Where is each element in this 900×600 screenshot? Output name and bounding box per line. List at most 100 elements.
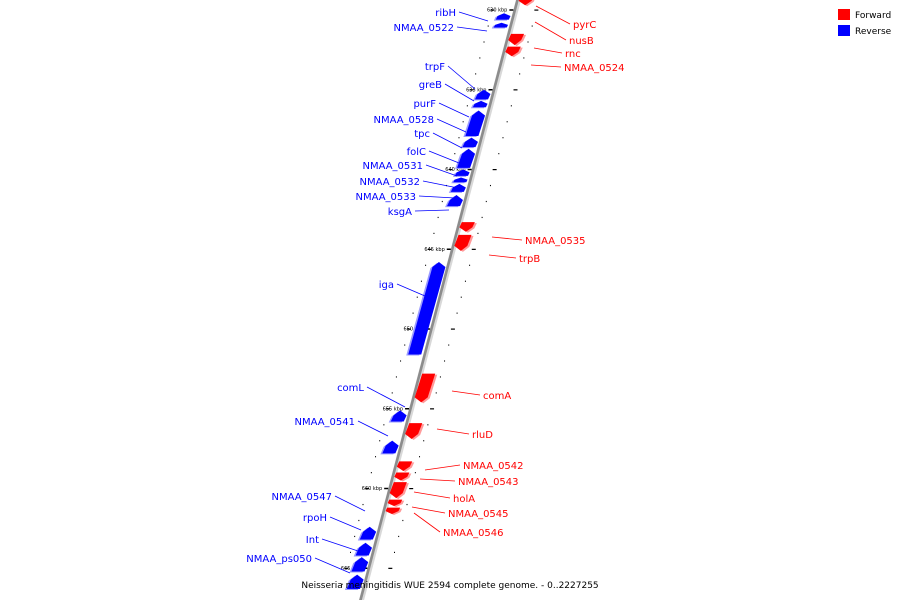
gene-trpF <box>472 89 491 101</box>
gene-rpoH <box>353 542 372 557</box>
leader-line <box>413 491 451 499</box>
gene-label: NMAA_0541 <box>294 417 355 428</box>
map-caption: Neisseria meningitidis WUE 2594 complete… <box>301 581 598 591</box>
minor-tick <box>425 264 427 266</box>
gene-label: pyrC <box>573 20 596 31</box>
leader-line <box>411 506 446 514</box>
gene-label: Int <box>306 535 319 546</box>
label-iga: iga <box>379 280 426 297</box>
label-NMAA_0547: NMAA_0547 <box>271 492 366 512</box>
leader-line <box>422 180 459 189</box>
leader-line <box>438 102 470 118</box>
label-pyrC: pyrC <box>535 5 596 31</box>
label-folC: folC <box>407 147 460 164</box>
tick-label: 660 kbp <box>362 486 382 492</box>
legend-forward-label: Forward <box>855 11 891 21</box>
label-NMAA_0532: NMAA_0532 <box>359 177 459 189</box>
gene-comA <box>414 373 438 404</box>
gene-body <box>493 22 509 28</box>
leader-line <box>357 420 389 437</box>
minor-tick <box>460 296 462 298</box>
minor-tick <box>490 9 495 11</box>
minor-tick <box>523 57 525 59</box>
minor-tick <box>406 503 408 506</box>
gene-label: NMAA_0522 <box>393 23 454 34</box>
gene-NMAA_0524 <box>505 46 523 58</box>
gene-body <box>394 472 410 481</box>
minor-tick <box>469 89 474 91</box>
axis-line <box>359 0 519 600</box>
gene-NMAA_0547 <box>357 526 377 541</box>
gene-label: rnc <box>565 49 581 60</box>
leader-line <box>414 209 450 212</box>
legend-reverse-label: Reverse <box>855 27 892 37</box>
label-NMAA_0542: NMAA_0542 <box>424 461 524 472</box>
minor-tick <box>466 105 468 107</box>
label-nusB: nusB <box>534 21 594 47</box>
minor-tick <box>439 376 441 378</box>
gene-label: tpc <box>414 129 430 140</box>
label-trpB: trpB <box>488 254 540 265</box>
gene-body <box>385 507 401 515</box>
minor-tick <box>404 344 406 346</box>
minor-tick <box>448 344 450 346</box>
gene-body <box>457 148 476 168</box>
gene-label: NMAA_0532 <box>359 177 420 188</box>
minor-tick <box>477 232 479 234</box>
gene-NMAA_0533 <box>448 183 466 193</box>
minor-tick <box>406 328 411 330</box>
gene-body <box>408 262 446 355</box>
minor-tick <box>464 280 466 282</box>
leader-line <box>428 150 460 164</box>
label-rluD: rluD <box>436 428 493 441</box>
minor-tick <box>349 551 351 553</box>
gene-body <box>462 137 478 148</box>
leader-line <box>432 132 463 149</box>
leader-line <box>366 386 406 408</box>
gene-label: NMAA_0546 <box>443 528 504 539</box>
minor-tick <box>498 153 500 155</box>
minor-tick <box>481 216 483 219</box>
gene-label: folC <box>407 147 426 158</box>
minor-tick <box>354 535 356 538</box>
label-NMAA_0531: NMAA_0531 <box>362 161 458 177</box>
minor-tick <box>427 248 432 250</box>
gene-ksgA <box>445 195 463 208</box>
leader-line <box>418 195 456 199</box>
gene-body <box>414 373 436 403</box>
tick-655: 655 kbp <box>383 406 410 412</box>
label-comA: comA <box>451 390 511 402</box>
minor-tick <box>358 519 360 522</box>
minor-tick <box>458 137 460 139</box>
gene-body <box>351 557 369 572</box>
gene-label: NMAA_ps050 <box>246 554 312 565</box>
gene-body <box>508 33 525 46</box>
leader-line <box>413 512 441 533</box>
gene-NMAA_0545 <box>387 499 405 508</box>
minor-tick <box>437 216 439 219</box>
leader-line <box>425 164 458 177</box>
minor-tick <box>365 488 370 490</box>
tick-label: 635 kbp <box>466 87 486 93</box>
minor-tick <box>454 153 456 155</box>
minor-tick <box>341 583 343 585</box>
minor-tick <box>527 41 529 43</box>
label-NMAA_0543: NMAA_0543 <box>419 477 519 488</box>
gene-body <box>495 13 511 20</box>
gene-label: NMAA_0533 <box>355 192 416 203</box>
label-NMAA_0522: NMAA_0522 <box>393 23 488 34</box>
gene-label: comA <box>483 391 511 402</box>
leader-line <box>436 118 467 133</box>
minor-tick <box>386 408 391 410</box>
minor-tick <box>502 137 504 139</box>
minor-tick <box>420 280 422 282</box>
gene-comL <box>388 410 407 423</box>
leader-line <box>444 83 475 102</box>
minor-tick <box>513 89 518 91</box>
gene-body <box>390 410 407 422</box>
gene-Int <box>349 557 369 573</box>
leader-line <box>456 26 488 32</box>
gene-label: ksgA <box>388 207 412 218</box>
leader-line <box>447 65 476 90</box>
gene-labels: pyrC nusB rnc NMAA_0524 ribH NMAA_0522 trpF gre… <box>246 5 625 574</box>
